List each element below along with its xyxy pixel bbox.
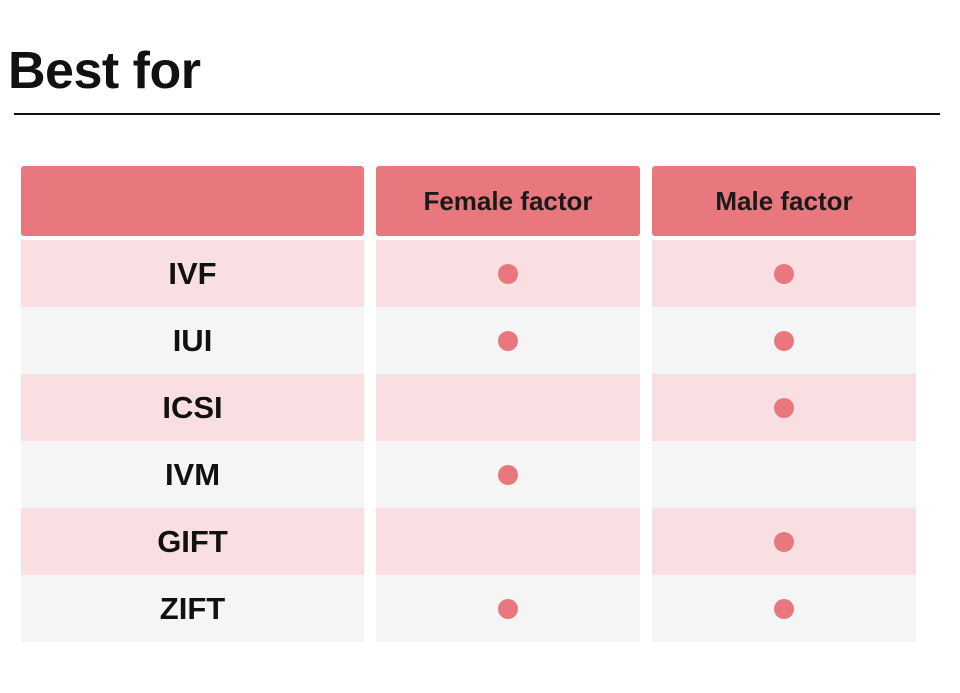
female-factor-cell — [376, 374, 640, 441]
table-row: IVM — [21, 441, 916, 508]
male-factor-cell — [652, 307, 916, 374]
table-header-row: Female factor Male factor — [21, 166, 916, 236]
check-dot-icon — [774, 598, 794, 619]
header-cell-female-factor: Female factor — [376, 166, 640, 236]
check-dot-icon — [498, 598, 518, 619]
method-cell: IVF — [21, 240, 364, 307]
female-factor-cell — [376, 240, 640, 307]
table-row: IVF — [21, 240, 916, 307]
female-factor-cell — [376, 508, 640, 575]
method-label: IVF — [168, 255, 217, 291]
method-cell: IVM — [21, 441, 364, 508]
male-factor-cell — [652, 441, 916, 508]
female-factor-cell — [376, 307, 640, 374]
method-cell: ICSI — [21, 374, 364, 441]
table-row: ZIFT — [21, 575, 916, 642]
method-label: ZIFT — [159, 590, 226, 626]
male-factor-cell — [652, 575, 916, 642]
method-cell: GIFT — [21, 508, 364, 575]
method-label: IUI — [172, 322, 213, 358]
check-dot-icon — [774, 531, 794, 552]
female-factor-cell — [376, 441, 640, 508]
check-dot-icon — [774, 263, 794, 284]
male-factor-cell — [652, 240, 916, 307]
table-row: ICSI — [21, 374, 916, 441]
male-factor-cell — [652, 508, 916, 575]
header-cell-male-factor: Male factor — [652, 166, 916, 236]
header-cell-method — [21, 166, 364, 236]
method-label: IVM — [164, 456, 221, 492]
method-cell: ZIFT — [21, 575, 364, 642]
method-label: ICSI — [162, 389, 223, 425]
check-dot-icon — [498, 464, 518, 485]
table-row: GIFT — [21, 508, 916, 575]
check-dot-icon — [774, 397, 794, 418]
method-cell: IUI — [21, 307, 364, 374]
table-row: IUI — [21, 307, 916, 374]
check-dot-icon — [774, 330, 794, 351]
male-factor-cell — [652, 374, 916, 441]
female-factor-cell — [376, 575, 640, 642]
method-label: GIFT — [157, 523, 228, 559]
page-title: Best for — [8, 42, 201, 100]
check-dot-icon — [498, 330, 518, 351]
comparison-table: Female factor Male factor IVF IUI ICSI I… — [21, 166, 916, 642]
check-dot-icon — [498, 263, 518, 284]
title-divider — [14, 113, 940, 115]
